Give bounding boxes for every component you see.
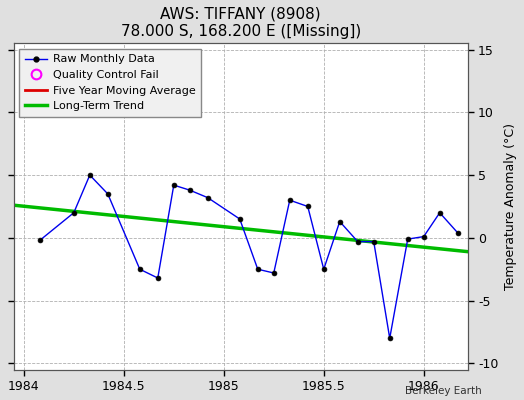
Raw Monthly Data bbox=[171, 183, 177, 188]
Raw Monthly Data bbox=[405, 237, 411, 242]
Raw Monthly Data bbox=[205, 195, 211, 200]
Raw Monthly Data bbox=[155, 276, 161, 280]
Raw Monthly Data bbox=[105, 192, 111, 196]
Title: AWS: TIFFANY (8908)
78.000 S, 168.200 E ([Missing]): AWS: TIFFANY (8908) 78.000 S, 168.200 E … bbox=[121, 7, 361, 39]
Raw Monthly Data bbox=[86, 173, 93, 178]
Raw Monthly Data bbox=[355, 239, 361, 244]
Raw Monthly Data bbox=[287, 198, 293, 202]
Raw Monthly Data bbox=[237, 217, 243, 222]
Raw Monthly Data bbox=[270, 270, 277, 275]
Raw Monthly Data bbox=[370, 239, 377, 244]
Line: Raw Monthly Data: Raw Monthly Data bbox=[37, 173, 460, 341]
Raw Monthly Data bbox=[255, 267, 261, 272]
Raw Monthly Data bbox=[71, 210, 77, 215]
Raw Monthly Data bbox=[436, 210, 443, 215]
Raw Monthly Data bbox=[37, 238, 43, 243]
Raw Monthly Data bbox=[304, 204, 311, 209]
Raw Monthly Data bbox=[454, 230, 461, 235]
Raw Monthly Data bbox=[336, 219, 343, 224]
Raw Monthly Data bbox=[187, 188, 193, 192]
Raw Monthly Data bbox=[387, 336, 393, 341]
Raw Monthly Data bbox=[421, 234, 427, 239]
Text: Berkeley Earth: Berkeley Earth bbox=[406, 386, 482, 396]
Y-axis label: Temperature Anomaly (°C): Temperature Anomaly (°C) bbox=[504, 123, 517, 290]
Raw Monthly Data bbox=[137, 267, 143, 272]
Raw Monthly Data bbox=[321, 267, 327, 272]
Legend: Raw Monthly Data, Quality Control Fail, Five Year Moving Average, Long-Term Tren: Raw Monthly Data, Quality Control Fail, … bbox=[19, 49, 201, 117]
